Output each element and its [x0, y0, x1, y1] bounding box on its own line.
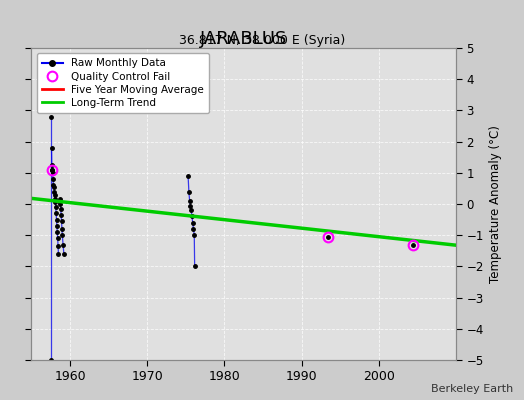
- Text: Berkeley Earth: Berkeley Earth: [431, 384, 514, 394]
- Text: 36.817 N, 38.000 E (Syria): 36.817 N, 38.000 E (Syria): [179, 34, 345, 47]
- Y-axis label: Temperature Anomaly (°C): Temperature Anomaly (°C): [489, 125, 502, 283]
- Title: JARABLUS: JARABLUS: [200, 30, 287, 48]
- Legend: Raw Monthly Data, Quality Control Fail, Five Year Moving Average, Long-Term Tren: Raw Monthly Data, Quality Control Fail, …: [37, 53, 209, 113]
